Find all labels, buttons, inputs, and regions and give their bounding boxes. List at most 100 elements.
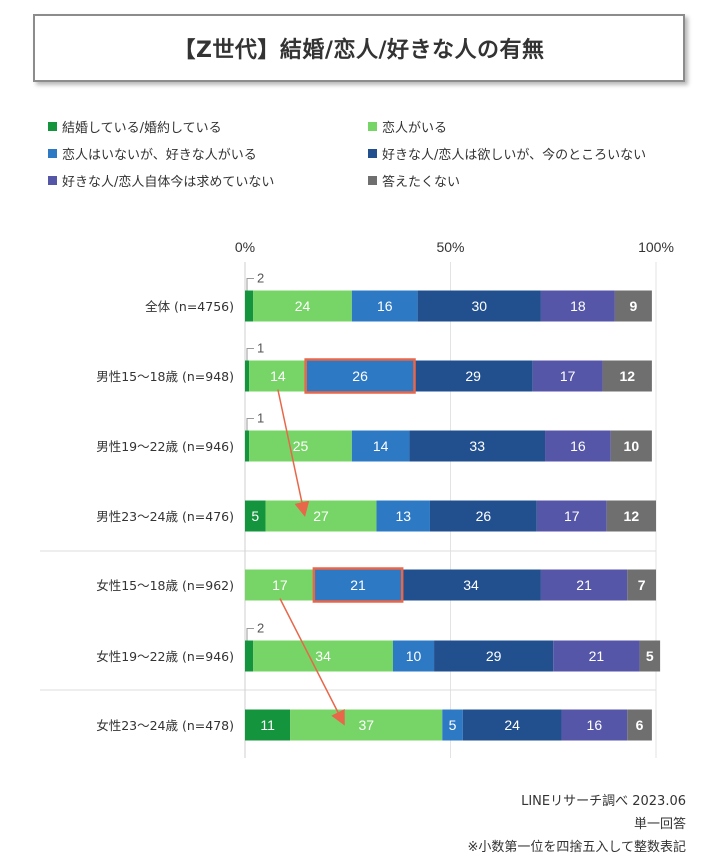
data-label: 16 <box>587 717 603 733</box>
legend-swatch <box>48 149 57 158</box>
bar-segment <box>639 640 661 672</box>
bar-segment <box>245 360 250 392</box>
x-tick-label: 0% <box>235 239 255 255</box>
category-label: 女性15～18歳 (n=962) <box>96 578 234 593</box>
bar-segment <box>253 290 352 322</box>
data-label: 21 <box>350 577 366 593</box>
data-label: 26 <box>352 368 368 384</box>
data-label-outside: 2 <box>257 271 264 286</box>
legend-item-wants-partner: 好きな人/恋人は欲しいが、今のところいない <box>368 144 646 163</box>
bar-segment <box>434 640 554 672</box>
x-tick-label: 50% <box>436 239 464 255</box>
bar-segment <box>606 500 656 532</box>
data-label: 21 <box>589 648 605 664</box>
legend-label: 好きな人/恋人は欲しいが、今のところいない <box>382 148 647 163</box>
data-label: 17 <box>560 368 576 384</box>
rounding-note: ※小数第一位を四捨五入して整数表記 <box>467 840 686 855</box>
legend-label: 恋人がいる <box>382 121 448 136</box>
leader-line <box>246 348 254 361</box>
legend-swatch <box>48 122 57 131</box>
data-label: 17 <box>272 577 288 593</box>
bar-segment <box>553 640 640 672</box>
bar-segment <box>442 709 463 741</box>
leader-line <box>246 418 254 431</box>
data-label: 5 <box>646 648 654 664</box>
bar-segment <box>536 500 607 532</box>
bar-segment <box>306 360 414 392</box>
category-label: 女性19～22歳 (n=946) <box>96 649 234 664</box>
data-label: 29 <box>486 648 502 664</box>
bar-segment <box>290 709 443 741</box>
highlight-box <box>304 358 416 394</box>
legend-swatch <box>368 122 377 131</box>
bar-segment <box>245 500 266 532</box>
data-label: 5 <box>251 508 259 524</box>
data-label: 24 <box>504 717 520 733</box>
data-label: 11 <box>260 717 275 733</box>
bar-segment <box>627 709 652 741</box>
legend-item-has-partner: 恋人がいる <box>368 117 447 136</box>
bar-segment <box>540 290 615 322</box>
bar-segment <box>545 430 611 462</box>
bar-segment <box>561 709 628 741</box>
answer-type-note: 単一回答 <box>633 817 686 832</box>
bar-segment <box>249 360 307 392</box>
data-label: 14 <box>270 368 286 384</box>
data-label: 7 <box>638 577 646 593</box>
bar-segment <box>376 500 430 532</box>
legend-swatch <box>48 176 57 185</box>
data-label: 6 <box>636 717 644 733</box>
data-label: 34 <box>463 577 479 593</box>
bar-segment <box>249 430 352 462</box>
bar-segment <box>351 290 418 322</box>
trend-arrow <box>277 389 310 517</box>
data-label: 33 <box>469 438 485 454</box>
data-label: 10 <box>624 438 640 454</box>
legend-item-not-seeking: 好きな人/恋人自体今は求めていない <box>48 171 274 190</box>
legend-item-has-crush: 恋人はいないが、好きな人がいる <box>48 144 257 163</box>
data-label: 18 <box>570 298 586 314</box>
bar-segment <box>540 569 628 601</box>
bar-segment <box>413 360 533 392</box>
data-label: 12 <box>619 368 635 384</box>
highlight-box <box>312 567 404 603</box>
data-label: 37 <box>358 717 374 733</box>
chart-title: 【Z世代】結婚/恋人/好きな人の有無 <box>173 38 545 63</box>
legend-label: 好きな人/恋人自体今は求めていない <box>62 175 275 190</box>
data-label: 24 <box>295 298 311 314</box>
data-label: 16 <box>377 298 393 314</box>
data-label: 9 <box>629 298 637 314</box>
legend-swatch <box>368 149 377 158</box>
bar-segment <box>462 709 562 741</box>
legend-label: 結婚している/婚約している <box>62 121 222 136</box>
bar-segment <box>401 569 541 601</box>
data-label: 34 <box>315 648 331 664</box>
bar-segment <box>265 500 377 532</box>
chart-title-box: 【Z世代】結婚/恋人/好きな人の有無 <box>33 14 685 82</box>
data-label: 25 <box>293 438 309 454</box>
data-label-outside: 1 <box>257 411 264 426</box>
bar-segment <box>245 709 291 741</box>
legend-item-no-answer: 答えたくない <box>368 171 460 190</box>
data-label: 27 <box>313 508 329 524</box>
legend-label: 答えたくない <box>382 175 461 190</box>
bar-segment <box>245 640 254 672</box>
bar-segment <box>627 569 656 601</box>
bar-segment <box>409 430 546 462</box>
data-label: 17 <box>564 508 580 524</box>
legend-item-married: 結婚している/婚約している <box>48 117 222 136</box>
data-label: 10 <box>406 648 422 664</box>
bar-segment <box>610 430 652 462</box>
data-label: 5 <box>449 717 457 733</box>
bar-segment <box>314 569 402 601</box>
x-tick-label: 100% <box>638 239 674 255</box>
bar-segment <box>417 290 541 322</box>
leader-line <box>246 628 254 641</box>
category-label: 男性19～22歳 (n=946) <box>96 439 234 454</box>
bar-segment <box>351 430 410 462</box>
bar-segment <box>392 640 435 672</box>
category-label: 女性23～24歳 (n=478) <box>96 718 234 733</box>
data-label: 13 <box>395 508 411 524</box>
data-label: 30 <box>471 298 487 314</box>
